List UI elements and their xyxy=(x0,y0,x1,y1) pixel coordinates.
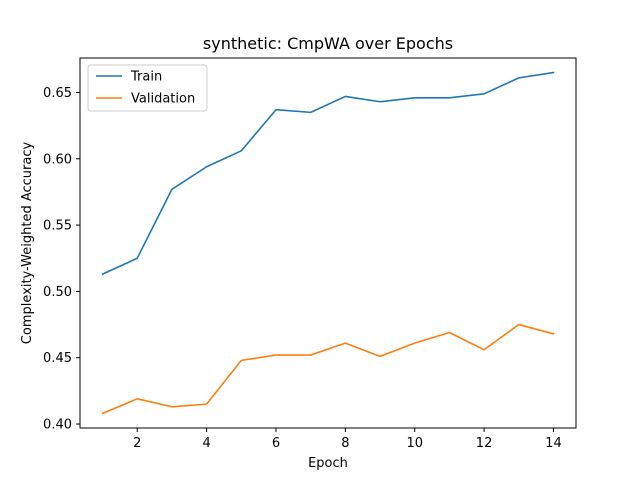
legend-label-validation: Validation xyxy=(131,92,195,107)
x-tick-label: 8 xyxy=(341,436,349,451)
x-tick-label: 2 xyxy=(133,436,141,451)
x-tick-label: 14 xyxy=(545,436,562,451)
x-tick-label: 6 xyxy=(272,436,280,451)
x-axis: 2 4 6 8 10 12 14 xyxy=(133,428,562,451)
legend: Train Validation xyxy=(87,64,208,112)
plot-area xyxy=(79,57,577,429)
chart-title: synthetic: CmpWA over Epochs xyxy=(203,34,453,53)
x-tick-label: 4 xyxy=(202,436,210,451)
series-line-train xyxy=(101,71,555,276)
y-tick-label: 0.60 xyxy=(43,152,72,167)
y-tick-label: 0.50 xyxy=(43,285,72,300)
y-axis: 0.40 0.45 0.50 0.55 0.60 0.65 xyxy=(43,86,80,433)
y-tick-label: 0.40 xyxy=(43,418,72,433)
x-tick-label: 10 xyxy=(406,436,423,451)
y-tick-label: 0.65 xyxy=(43,86,72,101)
plot-frame xyxy=(79,57,577,429)
series-group xyxy=(101,71,555,415)
series-line-validation xyxy=(101,323,555,415)
x-axis-label: Epoch xyxy=(308,456,348,471)
y-axis-label: Complexity-Weighted Accuracy xyxy=(20,142,35,345)
y-tick-label: 0.55 xyxy=(43,219,72,234)
x-tick-label: 12 xyxy=(476,436,493,451)
legend-label-train: Train xyxy=(130,70,162,85)
y-tick-label: 0.45 xyxy=(43,351,72,366)
